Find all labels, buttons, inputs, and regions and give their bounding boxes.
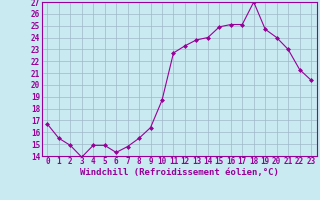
X-axis label: Windchill (Refroidissement éolien,°C): Windchill (Refroidissement éolien,°C) (80, 168, 279, 177)
